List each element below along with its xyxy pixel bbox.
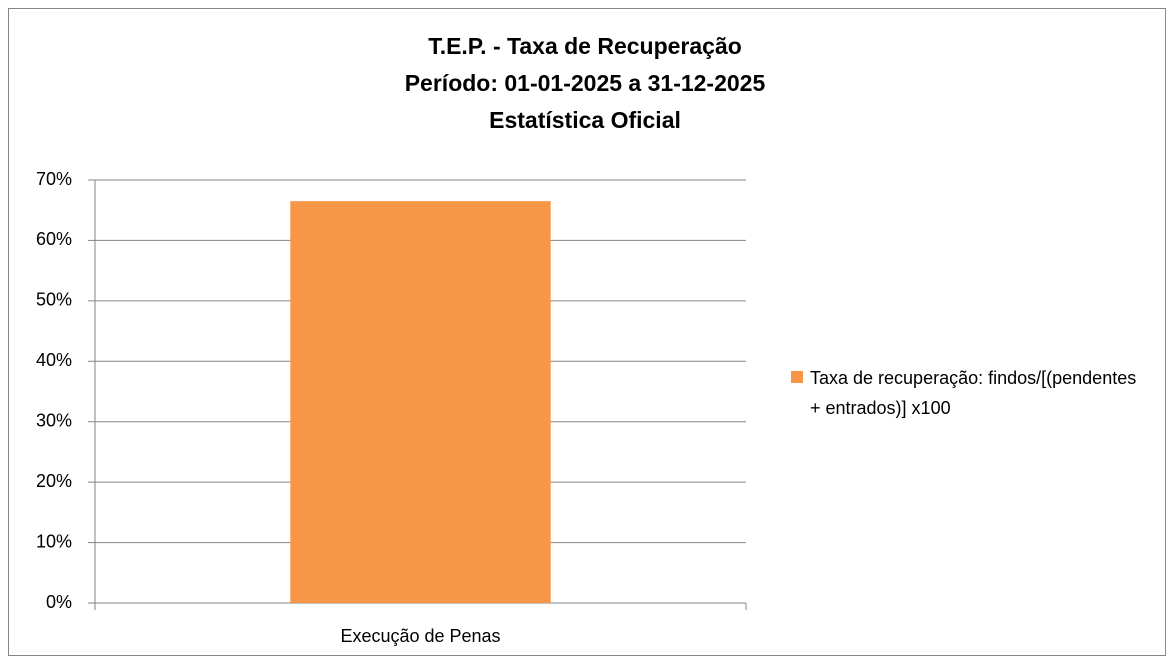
y-tick-label: 70% <box>36 169 72 189</box>
y-tick-label: 20% <box>36 471 72 491</box>
y-tick-label: 10% <box>36 531 72 551</box>
y-tick-label: 0% <box>46 592 72 612</box>
legend-swatch <box>791 371 803 383</box>
y-tick-label: 50% <box>36 290 72 310</box>
x-tick-label: Execução de Penas <box>340 626 500 646</box>
chart-title: T.E.P. - Taxa de Recuperação <box>428 33 742 59</box>
y-tick-label: 30% <box>36 410 72 430</box>
legend-label: Taxa de recuperação: findos/[(pendentes … <box>810 368 1137 418</box>
y-tick-label: 60% <box>36 229 72 249</box>
chart-border <box>8 8 1166 656</box>
bar <box>290 201 551 603</box>
y-tick-label: 40% <box>36 350 72 370</box>
chart-title: Período: 01-01-2025 a 31-12-2025 <box>405 70 766 96</box>
chart-title: Estatística Oficial <box>489 107 681 133</box>
